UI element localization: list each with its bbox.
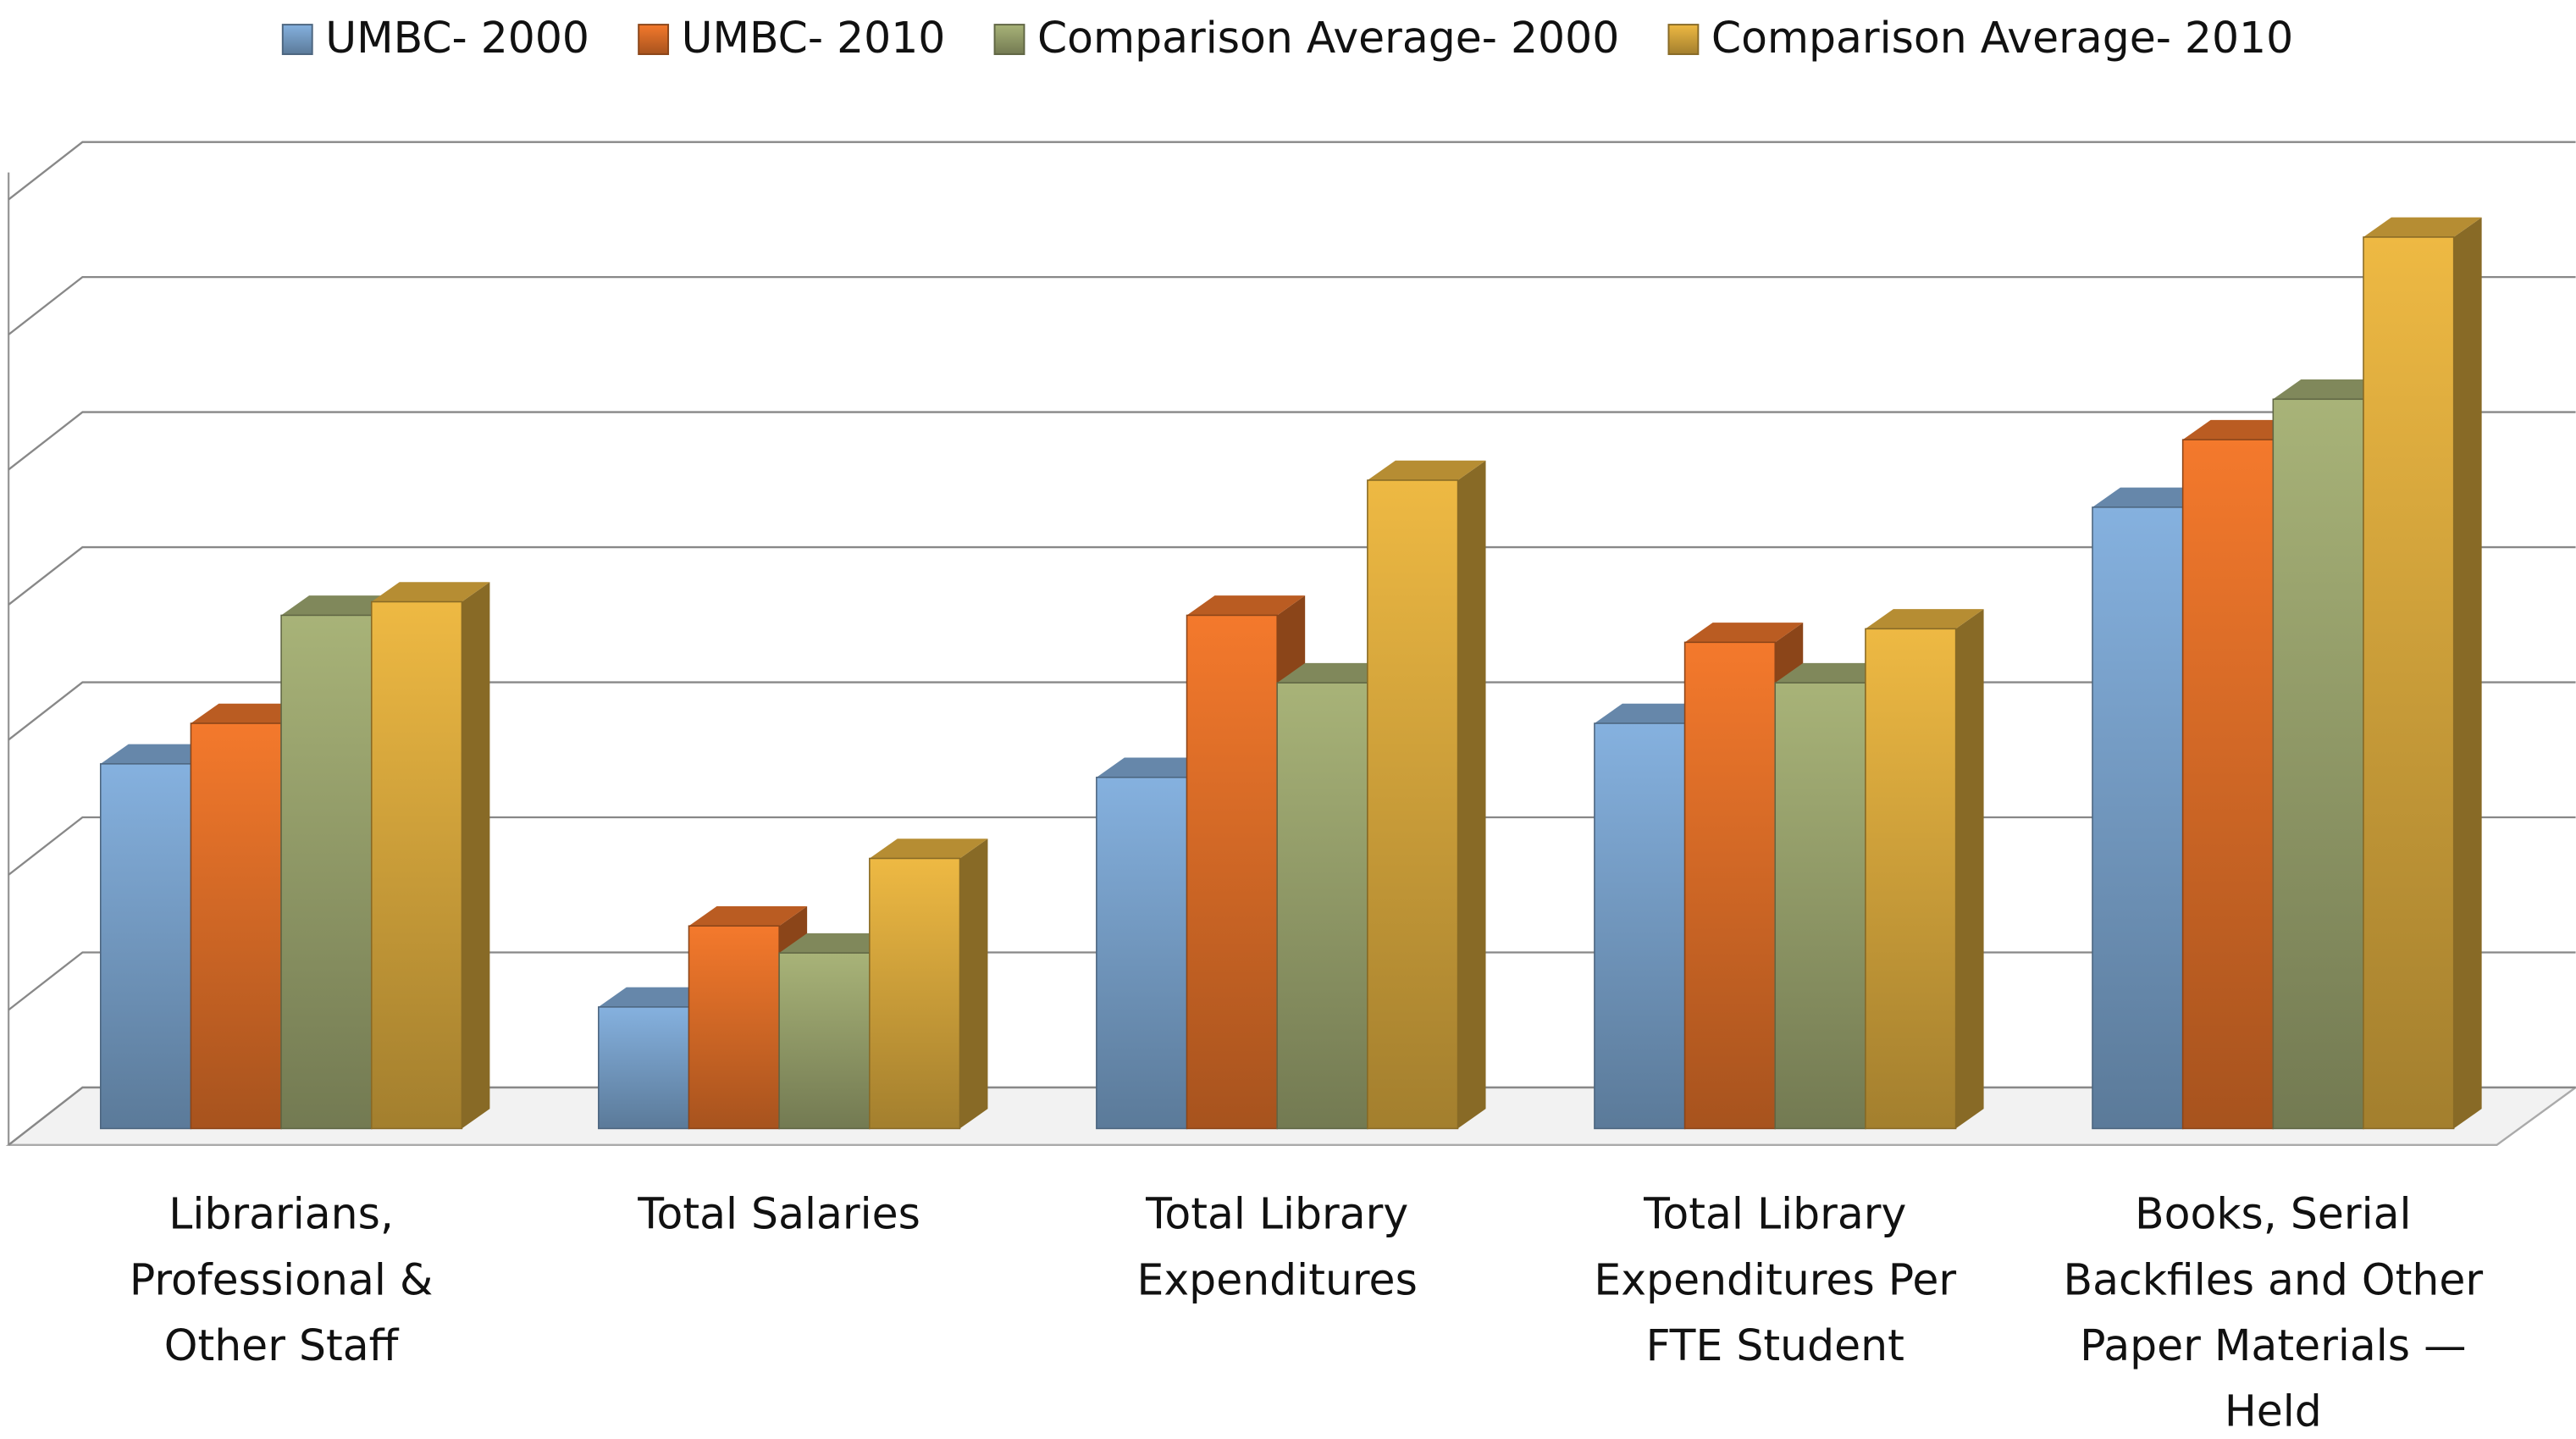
bar-front: [280, 614, 373, 1130]
legend-swatch: [638, 24, 670, 55]
bar-top: [281, 595, 400, 616]
bar-side: [959, 838, 988, 1129]
bar-front: [778, 952, 871, 1130]
grid-line: [8, 141, 2576, 201]
bar-top: [1186, 595, 1306, 616]
x-label-box: Total Library Expenditures Per FTE Stude…: [1594, 1191, 1957, 1372]
legend-item: UMBC- 2010: [638, 13, 945, 63]
bar-top: [2092, 487, 2211, 507]
x-label-box: Total Salaries: [638, 1191, 920, 1241]
bar-front: [1774, 682, 1866, 1130]
bar-front: [869, 857, 961, 1130]
bar-front: [598, 1006, 690, 1130]
bar-top: [1277, 662, 1396, 684]
bar-front: [1186, 614, 1278, 1130]
legend-label: Comparison Average- 2010: [1711, 13, 2293, 63]
x-label-box: Total Library Expenditures: [1136, 1191, 1418, 1306]
bar-front: [1276, 682, 1368, 1130]
bar-top: [1594, 703, 1713, 724]
bar-top: [191, 703, 310, 724]
bar-front: [1096, 777, 1188, 1130]
bar: [869, 838, 988, 1130]
x-tick-label: Total Library Expenditures Per FTE Stude…: [1594, 1191, 1957, 1372]
bar: [2363, 217, 2482, 1130]
bar-front: [688, 925, 780, 1130]
bar-top: [2363, 217, 2482, 237]
legend-swatch: [993, 24, 1025, 55]
bar-side: [1955, 609, 1984, 1129]
bar-front: [190, 722, 282, 1130]
x-tick-label: Librarians, Professional & Other Staff: [129, 1191, 434, 1372]
bar-front: [2092, 506, 2184, 1130]
legend-item: Comparison Average- 2010: [1667, 13, 2293, 63]
bar: [1865, 609, 1984, 1130]
x-tick-label: Total Library Expenditures: [1136, 1191, 1418, 1306]
legend-label: Comparison Average- 2000: [1037, 13, 1619, 63]
legend-label: UMBC- 2010: [682, 13, 946, 63]
bar-front: [1683, 641, 1777, 1130]
bar-top: [688, 905, 808, 927]
legend-label: UMBC- 2000: [325, 13, 589, 63]
bar-top: [869, 838, 988, 859]
bar-front: [370, 601, 463, 1130]
grid-line: [8, 411, 2576, 471]
legend-item: UMBC- 2000: [281, 13, 589, 63]
bar-front: [99, 763, 192, 1130]
bar-front: [1367, 479, 1459, 1130]
bar-top: [1367, 460, 1486, 480]
bar-side: [2453, 217, 2482, 1129]
x-label-box: Librarians, Professional & Other Staff: [129, 1191, 434, 1372]
bar: [1367, 460, 1486, 1130]
bar-top: [1775, 662, 1893, 684]
grid-line: [8, 545, 2576, 606]
bar-front: [2363, 236, 2455, 1130]
legend-swatch: [281, 24, 313, 55]
bar-top: [1684, 623, 1804, 643]
bar-top: [2273, 379, 2391, 400]
bar-front: [2272, 398, 2364, 1130]
bar-front: [1594, 722, 1686, 1130]
bar-side: [1457, 460, 1486, 1129]
bar-front: [2181, 439, 2275, 1130]
x-tick-label: Books, Serial Backfiles and Other Paper …: [2063, 1191, 2484, 1438]
x-tick-label: Total Salaries: [638, 1191, 920, 1241]
bar-side: [462, 582, 490, 1129]
bar-top: [100, 744, 219, 764]
bar: [370, 582, 490, 1130]
bar-top: [2182, 419, 2302, 440]
grid-line: [8, 275, 2576, 335]
bar-top: [1865, 609, 1984, 629]
bar-front: [1865, 628, 1957, 1130]
bar-top: [598, 987, 717, 1007]
bar-top: [779, 933, 898, 954]
bar-top: [1096, 757, 1215, 778]
bar-top: [371, 582, 490, 602]
legend-swatch: [1667, 24, 1700, 55]
x-label-box: Books, Serial Backfiles and Other Paper …: [2063, 1191, 2484, 1438]
legend-item: Comparison Average- 2000: [993, 13, 1619, 63]
